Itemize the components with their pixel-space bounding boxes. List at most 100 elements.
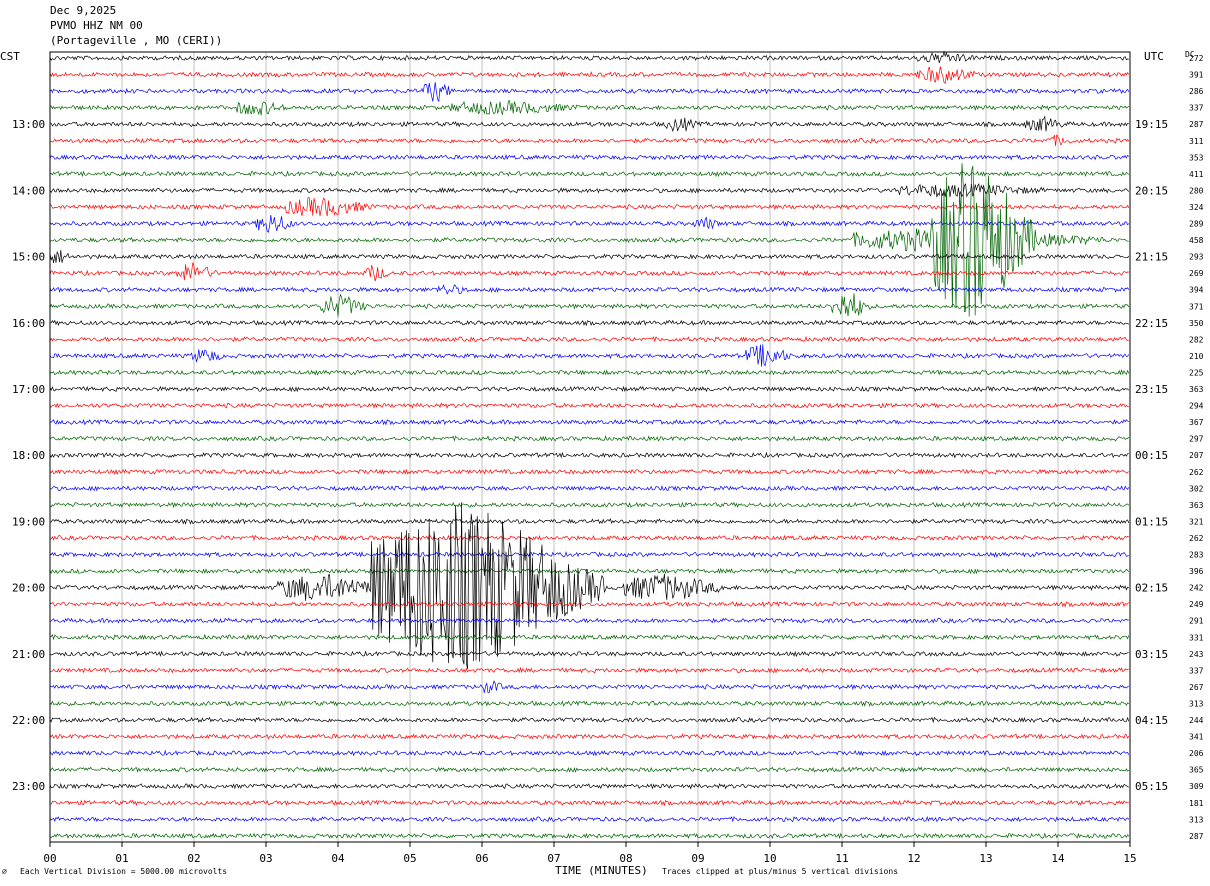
trace-row xyxy=(49,50,1129,64)
trace-row xyxy=(49,163,1129,317)
dc-offset-label: 367 xyxy=(1189,418,1204,427)
chart-station: PVMO HHZ NM 00 xyxy=(50,19,143,32)
dc-offset-label: 293 xyxy=(1189,253,1204,262)
cst-hour-label: 20:00 xyxy=(12,582,45,595)
dc-offset-label: 243 xyxy=(1189,650,1204,659)
trace-row xyxy=(49,766,1130,773)
dc-offset-label: 286 xyxy=(1189,87,1204,96)
dc-offset-label: 283 xyxy=(1189,551,1204,560)
dc-offset-label: 287 xyxy=(1189,832,1204,841)
trace-row xyxy=(49,799,1129,807)
dc-offset-label: 269 xyxy=(1189,269,1204,278)
dc-offset-label: 350 xyxy=(1189,319,1204,328)
trace-row xyxy=(49,749,1130,757)
trace-row xyxy=(49,344,1130,367)
trace-row xyxy=(49,666,1129,674)
utc-hour-label: 05:15 xyxy=(1135,780,1168,793)
trace-row xyxy=(49,435,1130,442)
dc-offset-label: 242 xyxy=(1189,584,1204,593)
dc-offset-label: 280 xyxy=(1189,186,1204,195)
dc-offset-label: 206 xyxy=(1189,749,1204,758)
dc-offset-label: 181 xyxy=(1189,799,1204,808)
plot-frame xyxy=(49,51,1131,843)
trace-row xyxy=(49,733,1130,740)
cst-hour-label: 17:00 xyxy=(12,383,45,396)
dc-offset-label: 396 xyxy=(1189,567,1204,576)
utc-hour-label: 04:15 xyxy=(1135,714,1168,727)
trace-row xyxy=(49,815,1130,823)
utc-hour-label: 21:15 xyxy=(1135,251,1168,264)
dc-offset-label: 282 xyxy=(1189,335,1204,344)
cst-hour-label: 21:00 xyxy=(12,648,45,661)
chart-location: (Portageville , MO (CERI)) xyxy=(50,34,223,47)
dc-offset-label: 309 xyxy=(1189,782,1204,791)
dc-offset-label: 249 xyxy=(1189,600,1204,609)
utc-hour-label: 19:15 xyxy=(1135,118,1168,131)
dc-offset-label: 289 xyxy=(1189,220,1204,229)
dc-offset-label: 291 xyxy=(1189,617,1204,626)
dc-offset-label: 337 xyxy=(1189,666,1204,675)
utc-hour-label: 02:15 xyxy=(1135,582,1168,595)
x-tick-label: 05 xyxy=(403,852,416,865)
dc-offset-label: 321 xyxy=(1189,517,1204,526)
x-tick-label: 12 xyxy=(907,852,920,865)
trace-row xyxy=(49,700,1130,707)
trace-row xyxy=(49,385,1130,393)
x-tick-label: 01 xyxy=(115,852,128,865)
trace-row xyxy=(49,335,1129,343)
trace-row xyxy=(49,293,1130,317)
dc-offset-label: 371 xyxy=(1189,302,1204,311)
x-tick-label: 14 xyxy=(1051,852,1065,865)
cst-hour-label: 15:00 xyxy=(12,251,45,264)
trace-row xyxy=(49,451,1129,459)
trace-row xyxy=(49,501,1130,509)
trace-row xyxy=(49,170,1130,178)
dc-offset-label: 411 xyxy=(1189,170,1204,179)
trace-row xyxy=(49,215,1130,233)
dc-offset-label: 311 xyxy=(1189,137,1204,146)
trace-row xyxy=(49,534,1129,542)
x-axis-title: TIME (MINUTES) xyxy=(555,864,648,877)
cst-hour-label: 16:00 xyxy=(12,317,45,330)
trace-row xyxy=(49,680,1129,694)
dc-offset-label: 365 xyxy=(1189,766,1204,775)
x-tick-label: 11 xyxy=(835,852,848,865)
x-tick-label: 13 xyxy=(979,852,992,865)
dc-offset-label: 331 xyxy=(1189,633,1204,642)
trace-row xyxy=(49,484,1130,492)
trace-row xyxy=(49,782,1129,790)
dc-offset-label: 341 xyxy=(1189,733,1204,742)
dc-offset-label: 324 xyxy=(1189,203,1204,212)
dc-offset-label: 262 xyxy=(1189,468,1204,477)
utc-hour-label: 23:15 xyxy=(1135,383,1168,396)
dc-offset-label: 363 xyxy=(1189,385,1204,394)
dc-offset-label: 391 xyxy=(1189,71,1204,80)
footer-marker: ⌀ xyxy=(2,867,7,876)
trace-row xyxy=(49,550,1129,558)
dc-offset-label: 294 xyxy=(1189,402,1204,411)
dc-offset-label: 225 xyxy=(1189,368,1204,377)
x-tick-label: 04 xyxy=(331,852,345,865)
dc-offset-label: 363 xyxy=(1189,501,1204,510)
cst-hour-label: 19:00 xyxy=(12,515,45,528)
dc-offset-label: 210 xyxy=(1189,352,1204,361)
x-tick-label: 15 xyxy=(1123,852,1136,865)
trace-row xyxy=(49,115,1129,133)
dc-offset-label: 394 xyxy=(1189,286,1204,295)
left-timezone-label: CST xyxy=(0,50,20,63)
trace-row xyxy=(49,368,1130,376)
trace-row xyxy=(49,249,1130,263)
cst-hour-label: 23:00 xyxy=(12,780,45,793)
trace-row xyxy=(49,134,1130,146)
dc-offset-label: 244 xyxy=(1189,716,1204,725)
x-tick-label: 08 xyxy=(619,852,632,865)
trace-row xyxy=(49,567,1130,575)
dc-offset-label: 297 xyxy=(1189,435,1204,444)
seismic-traces xyxy=(49,50,1130,840)
trace-row xyxy=(49,502,1129,669)
trace-row xyxy=(49,716,1130,724)
trace-row xyxy=(49,197,1130,217)
utc-hour-label: 20:15 xyxy=(1135,184,1168,197)
trace-row xyxy=(49,600,1130,608)
cst-hour-label: 14:00 xyxy=(12,184,45,197)
